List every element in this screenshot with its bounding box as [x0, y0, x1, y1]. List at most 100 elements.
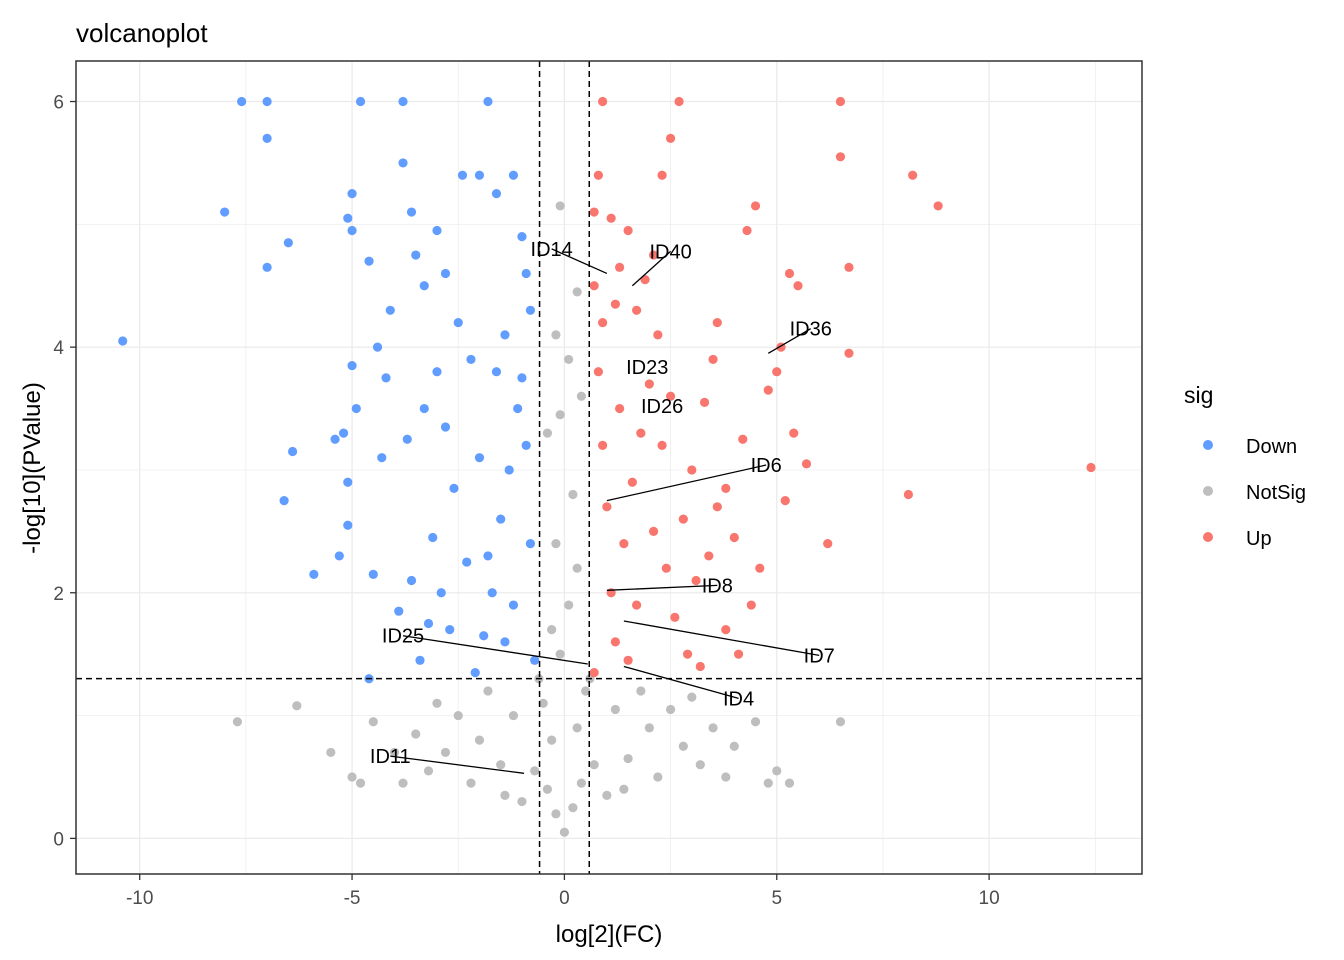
data-point-down [487, 588, 497, 598]
data-point-down [411, 250, 421, 260]
data-point-up [746, 600, 756, 610]
point-label-id23: ID23 [626, 357, 668, 379]
data-point-notsig [551, 330, 561, 340]
data-point-down [466, 354, 476, 365]
legend-label-down: Down [1246, 436, 1297, 458]
data-point-down [262, 262, 272, 272]
data-point-up [674, 96, 684, 107]
data-point-up [780, 496, 790, 506]
data-point-down [525, 305, 536, 315]
data-point-notsig [589, 760, 599, 770]
data-point-down [338, 428, 349, 438]
data-point-down [508, 170, 519, 180]
data-point-notsig [551, 539, 561, 549]
point-label-id25: ID25 [382, 626, 424, 648]
data-point-down [525, 539, 536, 549]
data-point-down [436, 588, 446, 598]
data-point-notsig [763, 778, 773, 788]
y-tick-label: 0 [53, 829, 64, 850]
data-point-down [372, 342, 383, 352]
point-label-id36: ID36 [790, 319, 832, 341]
data-point-up [721, 483, 731, 493]
point-label-id7: ID7 [804, 645, 835, 667]
legend-key-up [1203, 532, 1213, 542]
data-point-up [598, 440, 608, 450]
data-point-notsig [572, 723, 582, 733]
label-leader-line [551, 248, 608, 275]
legend-label-up: Up [1246, 528, 1272, 550]
data-point-up [619, 539, 629, 549]
data-point-notsig [453, 710, 463, 721]
data-point-up [784, 268, 795, 279]
data-point-notsig [636, 686, 646, 696]
data-point-down [530, 655, 540, 665]
data-point-down [457, 170, 468, 180]
data-point-notsig [653, 772, 663, 782]
data-point-notsig [687, 692, 697, 702]
data-point-notsig [644, 723, 654, 733]
data-point-up [742, 225, 752, 236]
data-point-up [708, 354, 718, 365]
data-point-up [755, 563, 765, 573]
data-point-up [772, 367, 782, 377]
legend-label-notsig: NotSig [1246, 482, 1306, 504]
data-point-notsig [542, 784, 553, 794]
axes: -10 -5 0 5 10 0 2 4 6 [53, 93, 999, 909]
data-point-up [657, 170, 667, 180]
data-point-up [903, 489, 914, 500]
data-point-down [406, 207, 417, 217]
data-point-down [334, 551, 344, 561]
label-leader-line [606, 464, 767, 502]
x-tick-label: -5 [344, 888, 361, 909]
data-point-notsig [784, 778, 795, 788]
data-point-down [351, 403, 361, 414]
data-point-notsig [835, 717, 846, 727]
data-point-down [432, 367, 442, 377]
data-point-notsig [500, 790, 510, 801]
data-point-down [385, 305, 395, 315]
point-label-id26: ID26 [641, 396, 683, 418]
data-point-down [368, 569, 378, 579]
data-point-down [508, 600, 519, 610]
data-point-up [687, 465, 697, 475]
data-point-notsig [665, 704, 676, 715]
data-point-down [398, 96, 408, 107]
data-point-up [933, 201, 943, 211]
data-point-down [343, 213, 353, 223]
data-point-down [406, 575, 417, 586]
label-leader-line [623, 620, 820, 657]
data-point-up [835, 96, 846, 107]
data-point-up [691, 575, 701, 586]
data-point-up [750, 201, 761, 211]
data-point-up [670, 612, 680, 622]
data-point-up [661, 563, 671, 573]
data-point-notsig [572, 563, 582, 573]
data-point-down [343, 520, 353, 530]
y-axis-label: -log[10](PValue) [19, 382, 46, 554]
chart-title: volcanoplot [76, 18, 208, 48]
data-point-notsig [555, 410, 565, 420]
data-point-down [440, 268, 451, 279]
data-point-notsig [568, 489, 578, 500]
data-point-down [521, 440, 531, 450]
x-axis-label: log[2](FC) [556, 921, 663, 948]
data-point-down [474, 453, 485, 463]
data-point-up [721, 625, 731, 635]
data-point-up [598, 317, 608, 328]
data-point-down [398, 158, 408, 168]
data-point-up [793, 281, 803, 291]
data-point-down [470, 667, 480, 678]
data-point-up [632, 305, 642, 315]
data-point-notsig [568, 803, 578, 813]
data-point-up [593, 367, 603, 377]
data-point-up [602, 502, 612, 512]
point-label-id40: ID40 [649, 241, 691, 263]
data-point-up [589, 207, 599, 217]
data-point-down [517, 373, 527, 383]
data-point-notsig [564, 600, 574, 610]
data-point-down [364, 256, 374, 266]
data-point-down [279, 496, 289, 506]
data-point-notsig [496, 760, 506, 770]
y-tick-label: 4 [53, 338, 64, 359]
